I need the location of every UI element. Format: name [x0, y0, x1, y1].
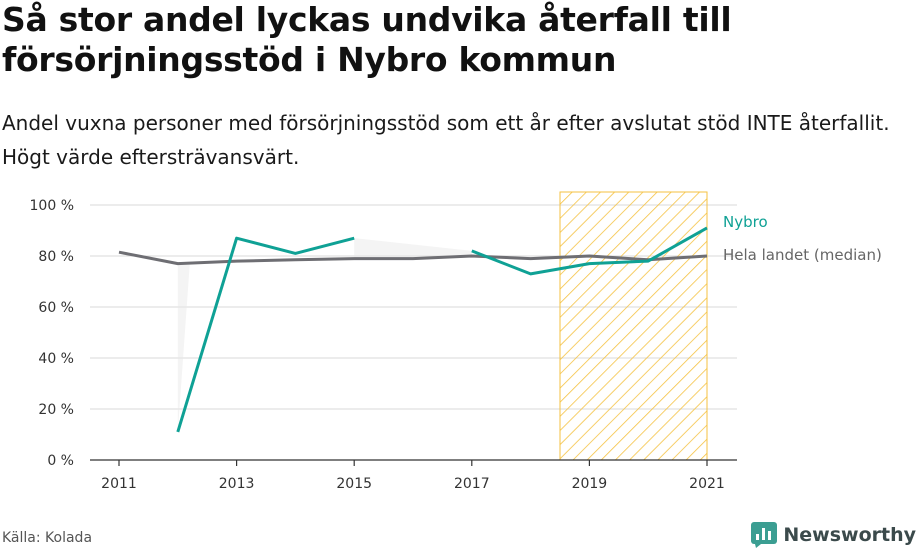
- x-tick-label: 2021: [689, 476, 725, 492]
- line-chart: 0 % 20 % 40 % 60 % 80 % 100 % 2011 2013 2015 2017…: [30, 191, 882, 492]
- series-line-nybro: [471, 226, 708, 276]
- x-tick-label: 2019: [572, 476, 608, 492]
- y-tick-label: 40 %: [38, 351, 74, 367]
- source-note: Källa: Kolada: [2, 530, 93, 546]
- chart-subtitle: Andel vuxna personer med försörjningsstö…: [2, 111, 890, 169]
- brand: Newsworthy: [751, 520, 916, 550]
- series-line-nybro: [176, 236, 355, 433]
- series-label-median: Hela landet (median): [723, 246, 882, 264]
- y-tick-label: 60 %: [38, 300, 74, 316]
- gap-shade: [354, 238, 472, 259]
- chart-title: Så stor andel lyckas undvika återfall ti…: [2, 0, 732, 79]
- x-tick-label: 2015: [336, 476, 372, 492]
- x-tick-label: 2011: [101, 476, 137, 492]
- y-tick-label: 20 %: [38, 402, 74, 418]
- y-tick-label: 100 %: [30, 198, 74, 214]
- x-tick-label: 2017: [454, 476, 490, 492]
- x-tick-label: 2013: [219, 476, 255, 492]
- y-tick-label: 0 %: [47, 453, 74, 469]
- y-tick-label: 80 %: [38, 249, 74, 265]
- brand-name: Newsworthy: [783, 524, 916, 546]
- series-line-median: [118, 250, 708, 266]
- newsworthy-logo-icon: [751, 522, 778, 548]
- gap-shade: [177, 263, 190, 432]
- series-label-nybro: Nybro: [723, 213, 768, 231]
- highlight-range: [560, 192, 707, 460]
